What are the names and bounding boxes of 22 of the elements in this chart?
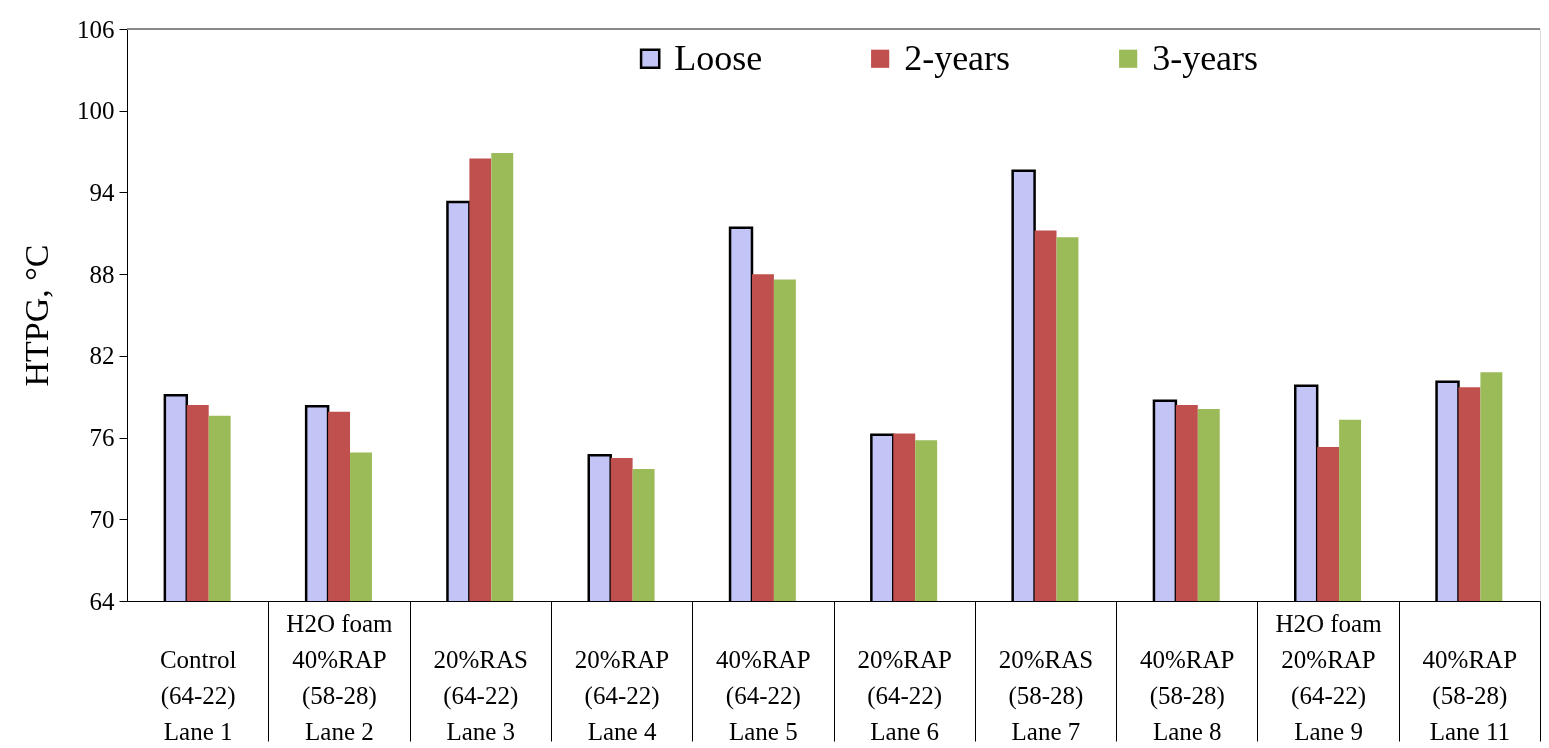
y-tick-label: 82 xyxy=(89,342,115,370)
y-tick-label: 64 xyxy=(89,587,115,615)
x-tick-label: 40%RAP (58-28) Lane 8 xyxy=(1140,645,1235,745)
legend-label: 2-years xyxy=(904,37,1011,78)
y-tick-label: 76 xyxy=(89,424,115,452)
y-tick-label: 70 xyxy=(89,505,115,533)
y-tick-label: 100 xyxy=(77,97,115,125)
x-tick-label: 20%RAS (58-28) Lane 7 xyxy=(998,645,1094,745)
x-tick-label: 40%RAP (64-22) Lane 5 xyxy=(716,645,811,745)
x-tick-label: H2O foam 40%RAP (58-28) Lane 2 xyxy=(286,609,394,745)
x-tick-label: 20%RAP (64-22) Lane 4 xyxy=(574,645,670,745)
y-tick-label: 88 xyxy=(89,260,115,288)
x-tick-label: 40%RAP (58-28) Lane 11 xyxy=(1422,645,1518,745)
x-tick-label: 20%RAP (64-22) Lane 6 xyxy=(857,645,952,745)
x-tick-label: Control (64-22) Lane 1 xyxy=(159,645,237,745)
y-tick-label: 106 xyxy=(77,15,115,43)
y-axis-title: HTPG, °C xyxy=(18,244,55,387)
x-tick-label: 20%RAS (64-22) Lane 3 xyxy=(433,645,528,745)
legend-label: Loose xyxy=(674,37,763,78)
y-tick-label: 94 xyxy=(89,178,115,206)
legend-label: 3-years xyxy=(1152,37,1259,78)
x-tick-label: H2O foam 20%RAP (64-22) Lane 9 xyxy=(1275,609,1383,745)
